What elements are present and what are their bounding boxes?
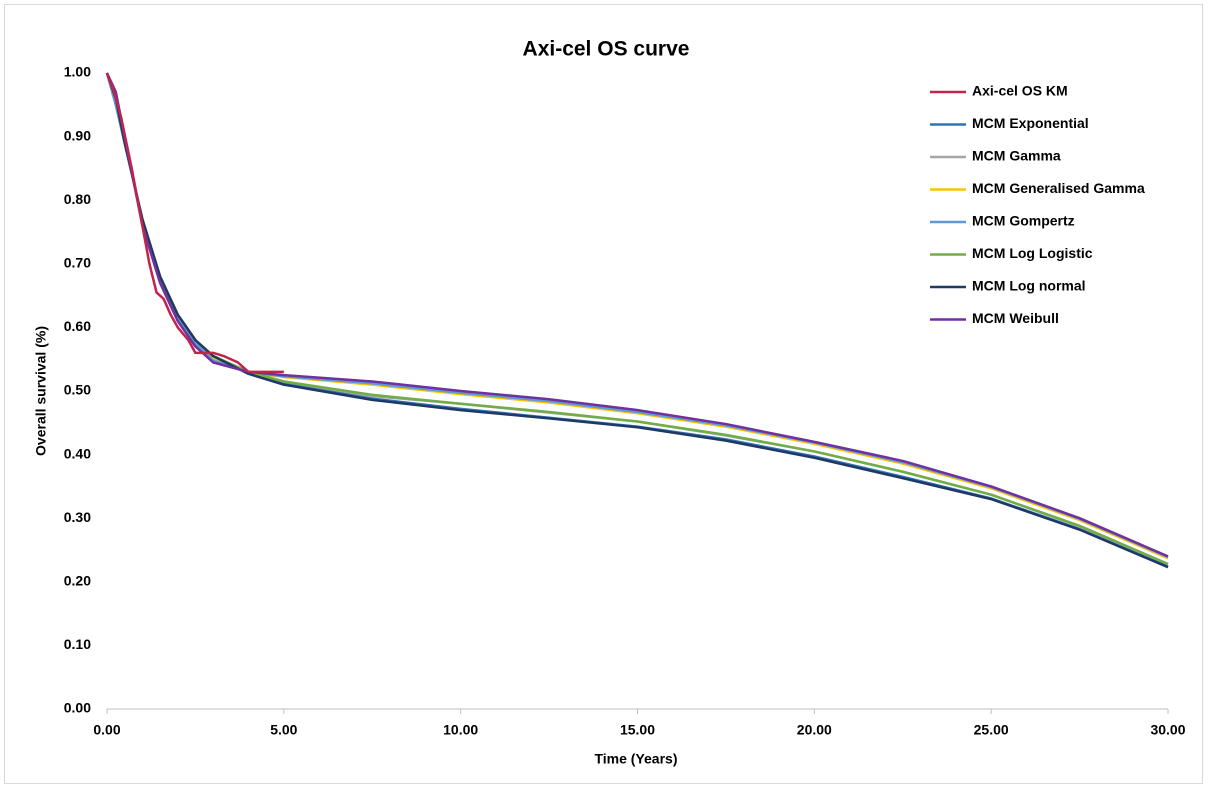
x-tick-label: 25.00 bbox=[974, 722, 1009, 738]
y-tick-label: 0.40 bbox=[64, 445, 91, 461]
legend-label: Axi-cel OS KM bbox=[972, 83, 1068, 99]
x-axis-label: Time (Years) bbox=[594, 751, 677, 767]
y-tick-label: 0.90 bbox=[64, 127, 91, 143]
y-tick-label: 0.00 bbox=[64, 700, 91, 716]
legend-label: MCM Log normal bbox=[972, 278, 1086, 294]
chart-title: Axi-cel OS curve bbox=[523, 38, 690, 61]
chart-border bbox=[4, 4, 1203, 784]
y-tick-label: 1.00 bbox=[64, 64, 91, 80]
x-tick-label: 10.00 bbox=[443, 722, 478, 738]
y-axis-label: Overall survival (%) bbox=[33, 326, 49, 456]
legend-label: MCM Weibull bbox=[972, 310, 1059, 326]
legend-label: MCM Gompertz bbox=[972, 213, 1075, 229]
y-tick-label: 0.10 bbox=[64, 636, 91, 652]
y-tick-label: 0.60 bbox=[64, 318, 91, 334]
y-tick-label: 0.50 bbox=[64, 382, 91, 398]
y-tick-label: 0.30 bbox=[64, 509, 91, 525]
y-tick-label: 0.20 bbox=[64, 573, 91, 589]
x-tick-label: 30.00 bbox=[1150, 722, 1185, 738]
legend-label: MCM Log Logistic bbox=[972, 245, 1093, 261]
y-tick-label: 0.80 bbox=[64, 191, 91, 207]
x-tick-label: 20.00 bbox=[797, 722, 832, 738]
x-tick-label: 5.00 bbox=[270, 722, 297, 738]
x-tick-label: 0.00 bbox=[93, 722, 120, 738]
y-tick-label: 0.70 bbox=[64, 255, 91, 271]
legend-label: MCM Exponential bbox=[972, 115, 1089, 131]
legend-label: MCM Generalised Gamma bbox=[972, 180, 1145, 196]
legend-label: MCM Gamma bbox=[972, 148, 1061, 164]
series-line bbox=[105, 72, 284, 374]
x-tick-label: 15.00 bbox=[620, 722, 655, 738]
